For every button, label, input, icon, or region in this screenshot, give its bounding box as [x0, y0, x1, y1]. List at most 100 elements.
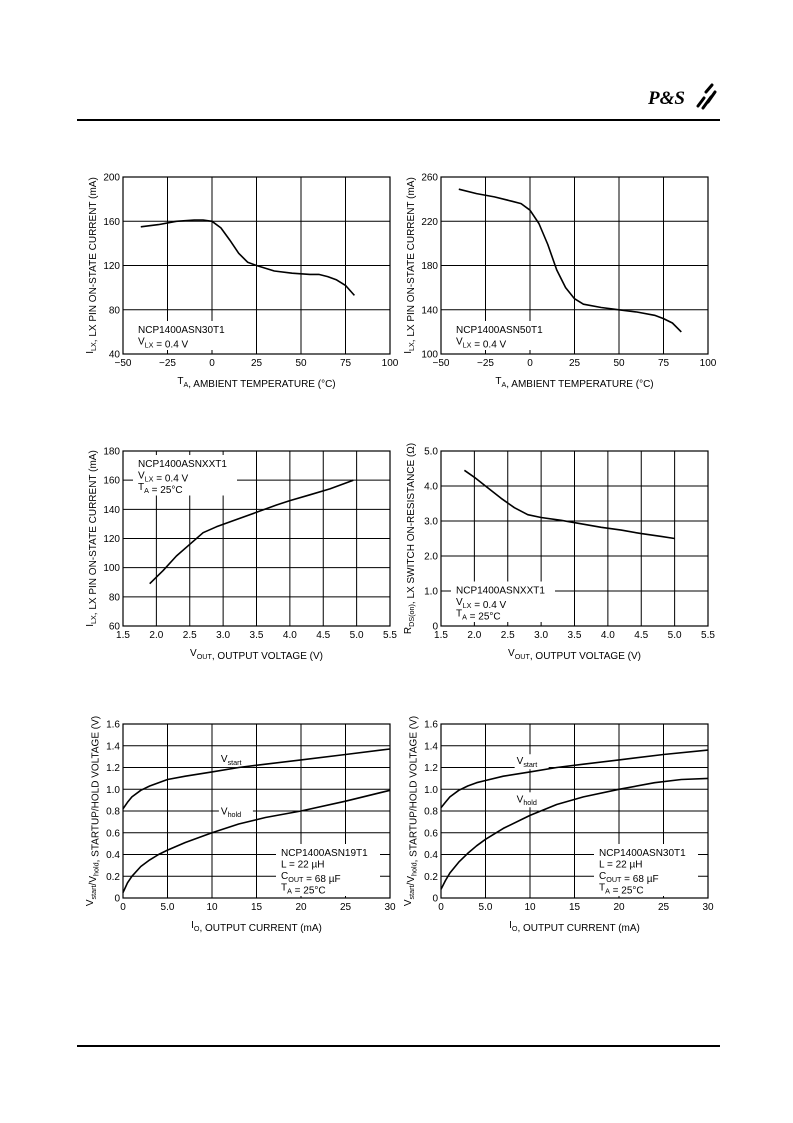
y-tick-label: 0.6 [424, 828, 438, 839]
y-tick-label: 220 [421, 217, 438, 228]
x-tick-label: 5.5 [383, 630, 397, 641]
y-tick-label: 100 [421, 350, 438, 361]
y-tick-label: 0.6 [106, 828, 120, 839]
series-line-1 [149, 479, 354, 585]
annotation-line-3: TA = 25°C [456, 609, 501, 623]
y-tick-label: 80 [109, 305, 121, 316]
y-tick-label: 0.2 [424, 872, 438, 883]
x-axis-label: TA, AMBIENT TEMPERATURE (°C) [177, 376, 335, 390]
series-line-1 [440, 749, 709, 809]
x-tick-label: 20 [613, 902, 625, 913]
x-tick-label: 3.5 [250, 630, 264, 641]
series-label-1: Vstart [221, 754, 242, 767]
y-tick-label: 180 [103, 447, 120, 458]
y-tick-label: 1.4 [424, 741, 438, 752]
series-line-2 [440, 777, 709, 890]
annotation-line-3: TA = 25°C [138, 482, 183, 496]
series-label-bg [514, 792, 549, 808]
x-tick-label: 30 [702, 902, 714, 913]
series-label-1: Vstart [517, 756, 538, 769]
x-axis-label: TA, AMBIENT TEMPERATURE (°C) [495, 376, 653, 390]
x-tick-label: −50 [115, 358, 132, 369]
x-tick-label: 25 [569, 358, 581, 369]
y-tick-label: 200 [103, 173, 120, 184]
annotation-box [594, 844, 698, 896]
annotation-line-2: L = 22 µH [281, 860, 324, 871]
x-tick-label: 100 [700, 358, 717, 369]
series-label-2: Vhold [221, 806, 241, 819]
series-line-1 [458, 188, 682, 333]
x-tick-label: 10 [524, 902, 536, 913]
x-tick-label: 30 [384, 902, 396, 913]
x-tick-label: 3.0 [534, 630, 548, 641]
x-tick-label: 20 [295, 902, 307, 913]
y-axis-label: ILX, LX PIN ON-STATE CURRENT (mA) [403, 177, 417, 354]
header-rule [77, 119, 720, 121]
y-tick-label: 1.0 [424, 587, 438, 598]
x-tick-label: 25 [340, 902, 352, 913]
annotation-box [276, 844, 380, 896]
y-tick-label: 260 [421, 173, 438, 184]
y-tick-label: 0.8 [106, 807, 120, 818]
y-tick-label: 0 [114, 894, 120, 905]
annotation-line-1: NCP1400ASNXXT1 [138, 459, 227, 470]
x-tick-label: 4.0 [601, 630, 615, 641]
x-tick-label: 5.5 [701, 630, 715, 641]
x-tick-label: −50 [433, 358, 450, 369]
y-axis-label: RDS(on), LX SWITCH ON-RESISTANCE (Ω) [403, 443, 417, 634]
x-tick-label: 3.5 [568, 630, 582, 641]
x-tick-label: 50 [613, 358, 625, 369]
x-tick-label: 0 [209, 358, 215, 369]
series-label-bg [218, 752, 253, 768]
annotation-line-2: VLX = 0.4 V [138, 337, 189, 351]
y-tick-label: 140 [421, 305, 438, 316]
x-tick-label: 10 [206, 902, 218, 913]
y-tick-label: 0.2 [106, 872, 120, 883]
x-tick-label: 5.0 [668, 630, 682, 641]
x-axis-label: VOUT, OUTPUT VOLTAGE (V) [508, 648, 641, 662]
annotation-box [451, 581, 555, 622]
y-tick-label: 120 [103, 534, 120, 545]
series-line-1 [463, 469, 675, 540]
annotation-line-3: COUT = 68 µF [281, 871, 341, 885]
x-tick-label: 4.5 [316, 630, 330, 641]
y-tick-label: 0.8 [424, 807, 438, 818]
y-tick-label: 80 [109, 592, 121, 603]
footer-rule [77, 1045, 720, 1047]
annotation-line-1: NCP1400ASN50T1 [456, 325, 543, 336]
x-tick-label: 5.0 [161, 902, 175, 913]
y-tick-label: 3.0 [424, 517, 438, 528]
y-tick-label: 0.4 [424, 850, 438, 861]
annotation-line-1: NCP1400ASNXXT1 [456, 586, 545, 597]
series-line-1 [140, 219, 355, 296]
x-tick-label: 4.5 [634, 630, 648, 641]
x-tick-label: −25 [159, 358, 176, 369]
y-tick-label: 2.0 [424, 552, 438, 563]
annotation-box [451, 321, 555, 350]
x-tick-label: 15 [569, 902, 581, 913]
ps-logo: P&S [647, 82, 722, 112]
plot-frame [440, 450, 709, 627]
x-tick-label: 1.5 [116, 630, 130, 641]
series-label-2: Vhold [517, 794, 537, 807]
y-tick-label: 140 [103, 505, 120, 516]
y-axis-label: Vstart/Vhold, STARTUP/HOLD VOLTAGE (V) [403, 716, 420, 906]
series-line-1 [122, 748, 391, 810]
y-tick-label: 0.4 [106, 850, 120, 861]
x-axis-label: IO, OUTPUT CURRENT (mA) [191, 920, 322, 934]
x-tick-label: 25 [658, 902, 670, 913]
x-tick-label: 2.0 [467, 630, 481, 641]
y-tick-label: 1.6 [106, 720, 120, 731]
x-axis-label: VOUT, OUTPUT VOLTAGE (V) [190, 648, 323, 662]
plot-frame [122, 176, 391, 355]
x-tick-label: 2.0 [149, 630, 163, 641]
x-axis-label: IO, OUTPUT CURRENT (mA) [509, 920, 640, 934]
x-tick-label: 0 [527, 358, 533, 369]
x-tick-label: 15 [251, 902, 263, 913]
y-tick-label: 1.0 [424, 785, 438, 796]
